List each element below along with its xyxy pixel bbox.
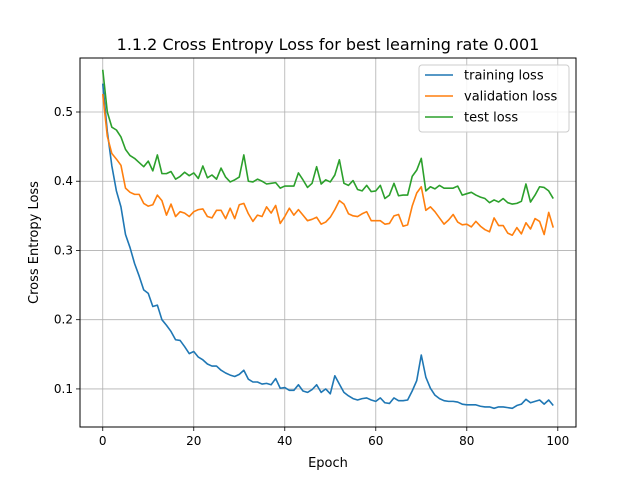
series-line-training-loss [101, 83, 554, 410]
x-tick-label: 0 [99, 434, 107, 448]
x-tick-label: 80 [459, 434, 474, 448]
axis-ticks: 0 20 40 60 80 100 0.1 0.2 0.3 0.4 0.5 [54, 105, 569, 448]
legend-label-validation-loss: validation loss [464, 90, 557, 105]
x-tick-label: 40 [277, 434, 292, 448]
x-tick-label: 100 [546, 434, 569, 448]
y-tick-label: 0.4 [54, 174, 73, 188]
y-axis-label: Cross Entropy Loss [27, 181, 42, 304]
legend-label-test-loss: test loss [464, 111, 518, 126]
x-tick-label: 20 [186, 434, 201, 448]
y-tick-label: 0.5 [54, 105, 73, 119]
legend-label-training-loss: training loss [464, 69, 544, 84]
series-line-validation-loss [101, 93, 555, 237]
x-tick-label: 60 [368, 434, 383, 448]
plot-frame [79, 57, 577, 428]
series-line-test-loss [101, 69, 554, 205]
legend-box [418, 64, 570, 133]
y-tick-label: 0.3 [54, 243, 73, 257]
plot-area-series [101, 69, 555, 410]
y-tick-label: 0.2 [54, 313, 73, 327]
chart-title: 1.1.2 Cross Entropy Loss for best learni… [117, 35, 540, 54]
x-axis-label: Epoch [308, 456, 348, 471]
legend: training loss validation loss test loss [418, 64, 570, 133]
y-tick-label: 0.1 [54, 382, 73, 396]
